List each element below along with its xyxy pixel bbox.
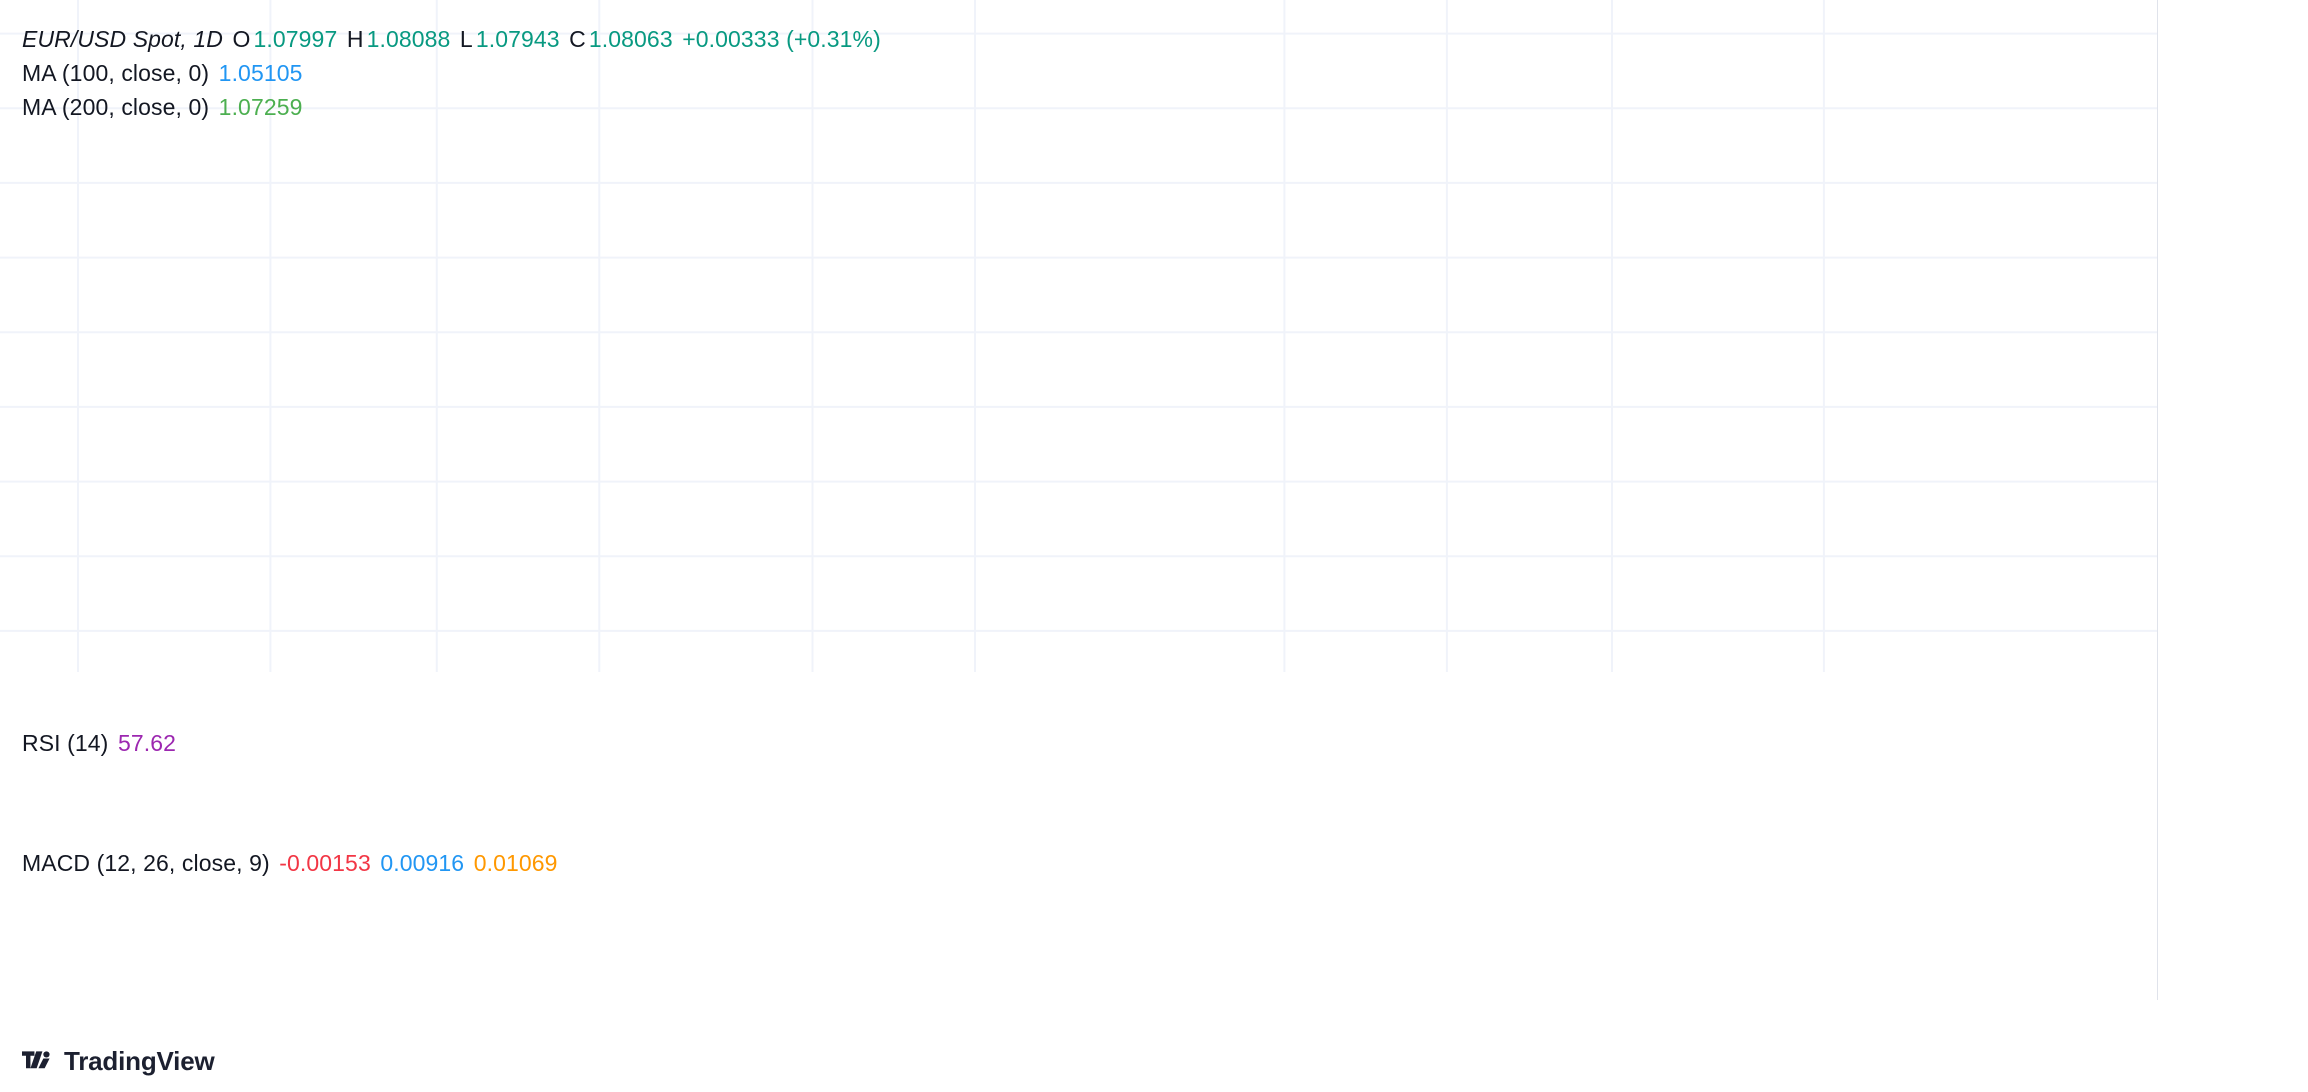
open-key: O: [232, 26, 251, 52]
tradingview-mark-icon: [22, 1050, 50, 1068]
tradingview-wordmark: TradingView: [64, 1046, 215, 1076]
low-value: 1.07943: [475, 26, 560, 52]
ma200-label: MA (200, close, 0): [22, 94, 210, 120]
low-key: L: [459, 26, 473, 52]
ma100-label: MA (100, close, 0): [22, 60, 210, 86]
price-pane[interactable]: [0, 0, 2157, 672]
open-value: 1.07997: [253, 26, 338, 52]
symbol-ohlc-row[interactable]: EUR/USD Spot, 1D O 1.07997 H 1.08088 L 1.07…: [22, 22, 884, 56]
price-legend: EUR/USD Spot, 1D O 1.07997 H 1.08088 L 1.07…: [22, 22, 884, 124]
macd-hist-value: -0.00153: [279, 850, 371, 876]
rsi-pane[interactable]: [0, 676, 2157, 836]
ma200-value: 1.07259: [218, 94, 303, 120]
rsi-legend[interactable]: RSI (14) 57.62: [22, 728, 179, 758]
macd-signal-value: 0.01069: [473, 850, 558, 876]
change-value: +0.00333 (+0.31%): [682, 26, 881, 52]
macd-legend[interactable]: MACD (12, 26, close, 9) -0.00153 0.00916…: [22, 848, 561, 878]
rsi-scale[interactable]: [2160, 676, 2308, 836]
macd-line-value: 0.00916: [380, 850, 465, 876]
symbol-label[interactable]: EUR/USD Spot, 1D: [22, 26, 223, 52]
price-scale[interactable]: [2160, 0, 2308, 672]
time-axis[interactable]: [0, 1000, 2308, 1046]
close-key: C: [569, 26, 586, 52]
ma100-row[interactable]: MA (100, close, 0) 1.05105: [22, 56, 884, 90]
ma100-value: 1.05105: [218, 60, 303, 86]
ma200-row[interactable]: MA (200, close, 0) 1.07259: [22, 90, 884, 124]
macd-label: MACD (12, 26, close, 9): [22, 850, 270, 876]
close-value: 1.08063: [588, 26, 673, 52]
macd-scale[interactable]: [2160, 840, 2308, 1000]
rsi-label: RSI (14): [22, 730, 109, 756]
tradingview-logo[interactable]: TradingView: [22, 1046, 215, 1077]
high-key: H: [346, 26, 364, 52]
rsi-value: 57.62: [117, 730, 176, 756]
high-value: 1.08088: [366, 26, 451, 52]
axis-separator: [2157, 0, 2158, 1000]
